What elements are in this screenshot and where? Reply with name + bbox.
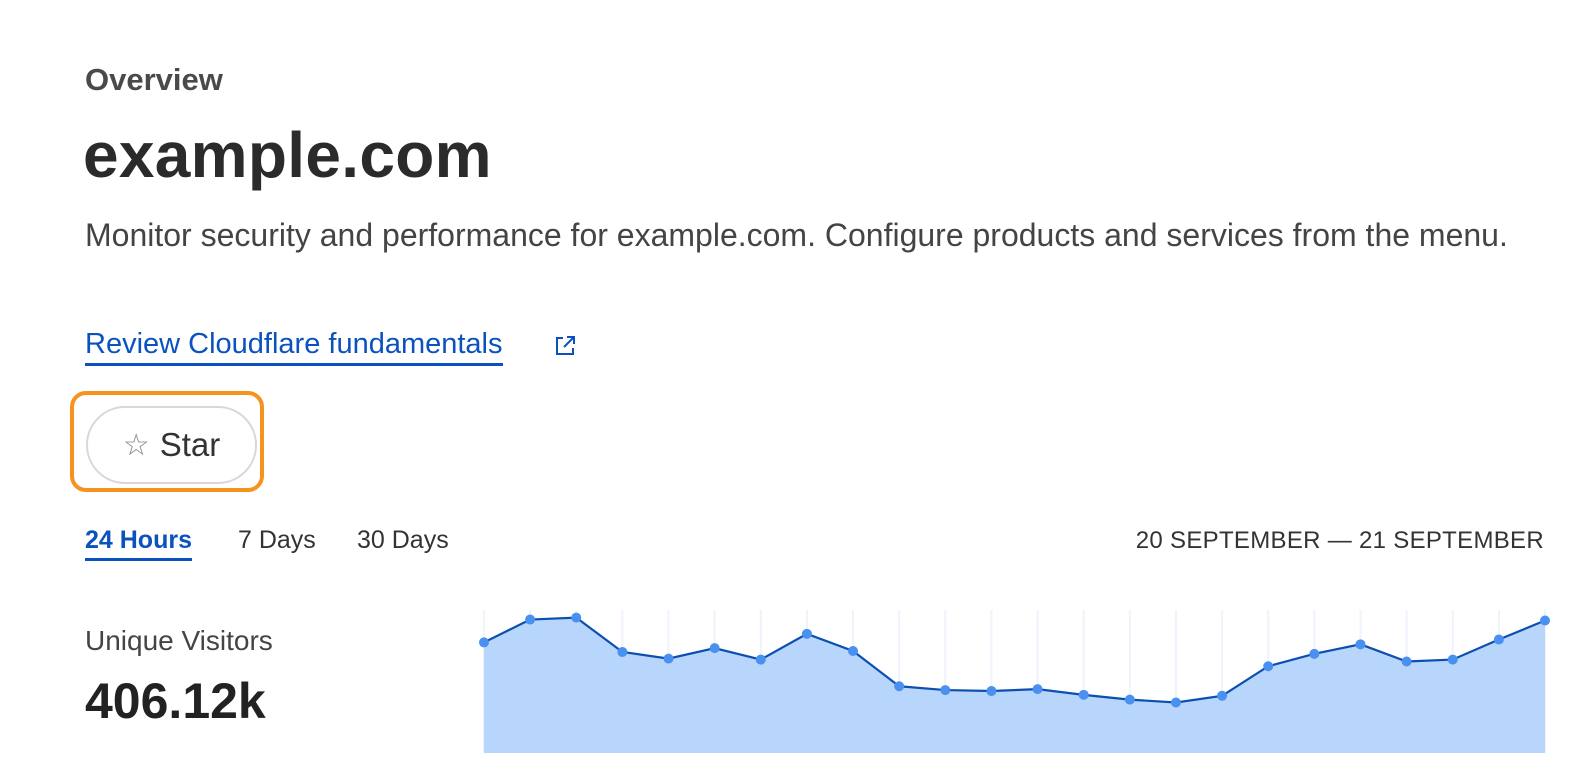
data-point [1540,615,1550,626]
metric-value: 406.12k [85,673,266,729]
data-point [986,686,997,697]
focus-ring [70,391,264,492]
fundamentals-link[interactable]: Review Cloudflare fundamentals [85,328,503,366]
data-point [755,654,766,665]
data-point [525,614,536,625]
data-point [1309,648,1320,659]
data-point [1217,690,1228,701]
data-point [848,645,859,656]
star-button[interactable]: ☆ Star [86,406,257,484]
data-point [663,653,674,664]
data-point [940,685,951,696]
tab-7-days[interactable]: 7 Days [238,526,316,554]
page-eyebrow: Overview [85,62,223,97]
date-range: 20 SEPTEMBER — 21 SEPTEMBER [1135,527,1544,554]
data-point [1447,654,1458,665]
data-point [1124,694,1135,705]
data-point [894,681,905,692]
tab-30-days[interactable]: 30 Days [357,526,449,554]
series-line [483,616,1546,704]
data-point [571,612,582,623]
data-point [617,646,628,657]
data-point [1032,684,1043,695]
data-point [709,643,720,654]
page-description: Monitor security and performance for exa… [85,217,1508,253]
data-point [1263,661,1274,672]
data-point [479,637,489,648]
data-point [1493,634,1504,645]
page-title: example.com [83,119,492,191]
tab-24-hours[interactable]: 24 Hours [85,526,192,561]
data-point [801,628,812,639]
data-point [1355,639,1366,650]
data-point [1401,656,1412,667]
data-point [1170,697,1181,708]
area-fill [484,617,1545,753]
star-outline-icon: ☆ [122,428,150,462]
star-button-label: Star [159,426,221,463]
data-point [1078,689,1089,700]
metric-label: Unique Visitors [85,625,273,656]
visitors-sparkline [479,610,1550,753]
external-link-icon[interactable] [553,334,577,358]
